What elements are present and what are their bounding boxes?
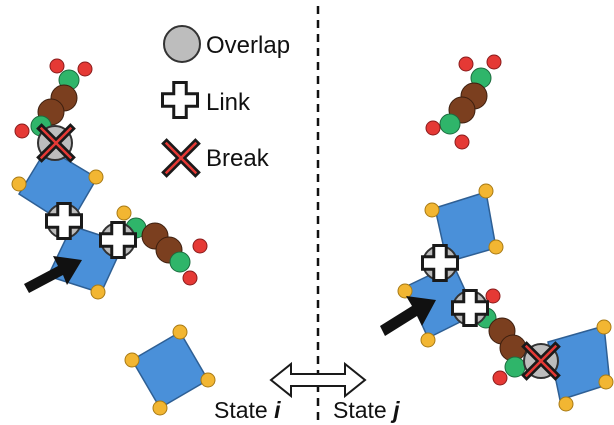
black-arrow-icon (24, 256, 82, 293)
legend: Overlap Link Break (161, 25, 290, 178)
square-corner (598, 374, 614, 390)
state-i-prefix: State (214, 397, 274, 423)
square-corner (116, 205, 132, 221)
overlap-circle-icon (163, 25, 201, 63)
chain-end-green (439, 113, 461, 135)
legend-link (161, 81, 199, 119)
break-x-icon (161, 138, 201, 178)
square-corner (200, 372, 216, 388)
state-j-prefix: State (333, 397, 393, 423)
chain-end-red (14, 123, 30, 139)
chain-end-red (458, 56, 474, 72)
chain-end-red (192, 238, 208, 254)
state-i-label: State i (214, 397, 281, 423)
legend-break (161, 138, 201, 178)
right-upper-square (424, 183, 504, 263)
right-lower-chain (475, 288, 527, 386)
right-lower-square (547, 319, 614, 412)
chain-end-red (49, 58, 65, 74)
chain-end-red (454, 134, 470, 150)
black-arrow-icon (380, 296, 436, 336)
square-corner (596, 319, 612, 335)
chain-end-red (485, 288, 501, 304)
legend-link-label: Link (206, 89, 251, 116)
square-corner (488, 239, 504, 255)
left-lower-chain (125, 217, 208, 286)
square-corner (424, 202, 440, 218)
chain-end-red (77, 61, 93, 77)
legend-break-label: Break (206, 145, 270, 172)
chain-end-green (169, 251, 191, 273)
state-j-scene (380, 54, 614, 412)
chain-end-red (486, 54, 502, 70)
link-plus-icon (161, 81, 199, 119)
state-j-var: j (390, 397, 400, 423)
square-corner (172, 324, 188, 340)
state-i-scene (11, 58, 216, 416)
square-corner (124, 352, 140, 368)
square-corner (478, 183, 494, 199)
chain-end-red (425, 120, 441, 136)
square-corner (11, 176, 27, 192)
square-corner (558, 396, 574, 412)
square-corner (420, 332, 436, 348)
right-upper-chain (425, 54, 502, 150)
legend-overlap-label: Overlap (206, 32, 290, 59)
square-corner (88, 169, 104, 185)
free-square (124, 324, 216, 416)
state-j-label: State j (333, 397, 400, 423)
chain-end-red (492, 370, 508, 386)
square-body (130, 330, 210, 410)
state-i-var: i (274, 397, 281, 423)
square-corner (397, 283, 413, 299)
square-corner (90, 284, 106, 300)
chain-end-red (182, 270, 198, 286)
legend-overlap: Overlap (163, 25, 290, 63)
square-corner (152, 400, 168, 416)
chain-end-green (504, 356, 526, 378)
double-arrow-icon (269, 361, 367, 399)
